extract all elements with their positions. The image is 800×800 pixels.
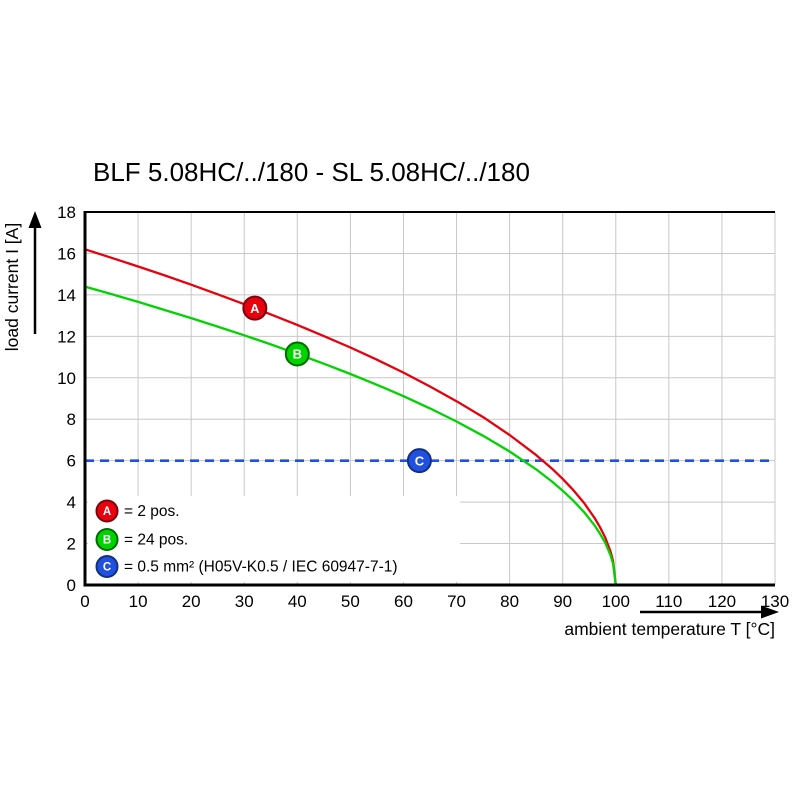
curve-marker-b-icon <box>284 341 310 367</box>
legend-item-a: A = 2 pos. <box>95 499 180 523</box>
x-tick-label: 130 <box>761 592 789 611</box>
x-tick-label: 0 <box>80 592 89 611</box>
legend-label-b: = 24 pos. <box>124 532 188 549</box>
x-tick-label: 20 <box>182 592 201 611</box>
curves <box>83 248 617 587</box>
curve-b <box>83 285 617 587</box>
curve-marker-c: C <box>406 448 432 474</box>
x-tick-label: 80 <box>500 592 519 611</box>
x-tick-label: 70 <box>447 592 466 611</box>
x-tick-label: 120 <box>708 592 736 611</box>
legend-item-c: C = 0.5 mm² (H05V-K0.5 / IEC 60947-7-1) <box>95 555 398 578</box>
curve-marker-a-icon <box>242 295 268 321</box>
curve-marker-b: B <box>284 341 310 367</box>
legend: A = 2 pos. B = 24 pos. C = 0.5 mm² (H05V… <box>88 496 460 582</box>
legend-background <box>88 496 460 582</box>
legend-item-b: B = 24 pos. <box>95 528 188 551</box>
legend-label-c: = 0.5 mm² (H05V-K0.5 / IEC 60947-7-1) <box>124 559 398 576</box>
y-tick-label: 12 <box>57 327 76 346</box>
x-tick-label: 40 <box>288 592 307 611</box>
x-tick-label: 10 <box>129 592 148 611</box>
y-tick-label: 8 <box>67 410 76 429</box>
x-tick-label: 50 <box>341 592 360 611</box>
y-tick-label: 14 <box>57 286 76 305</box>
x-axis-decoration: ambient temperature T [°C] <box>564 605 779 639</box>
curve-markers: A B C <box>242 295 432 474</box>
legend-marker-b-icon <box>95 528 119 551</box>
legend-marker-c-icon <box>95 555 119 578</box>
x-tick-label: 60 <box>394 592 413 611</box>
x-tick-label: 100 <box>602 592 630 611</box>
curve-a <box>83 248 617 587</box>
x-tick-label: 110 <box>655 592 682 611</box>
curve-marker-b-letter: B <box>293 347 302 362</box>
x-tick-label: 90 <box>553 592 572 611</box>
y-tick-label: 18 <box>57 203 76 222</box>
curve-marker-c-letter: C <box>415 453 425 468</box>
x-axis-arrow-head-icon <box>761 605 779 619</box>
y-tick-label: 16 <box>57 244 76 263</box>
y-tick-labels: 0 2 4 6 8 10 12 14 16 18 <box>57 203 76 595</box>
legend-marker-c-letter: C <box>103 562 111 574</box>
curve-marker-a: A <box>242 295 268 321</box>
y-tick-label: 10 <box>57 369 76 388</box>
y-tick-label: 6 <box>67 452 76 471</box>
legend-label-a: = 2 pos. <box>124 503 180 520</box>
x-tick-label: 30 <box>235 592 254 611</box>
chart-title: BLF 5.08HC/../180 - SL 5.08HC/../180 <box>93 157 530 187</box>
y-tick-label: 0 <box>67 576 76 595</box>
y-tick-label: 4 <box>67 493 76 512</box>
x-tick-labels: 0 10 20 30 40 50 60 70 80 90 100 110 120 130 <box>80 592 789 611</box>
y-tick-label: 2 <box>67 535 76 554</box>
legend-marker-b-letter: B <box>103 535 111 547</box>
curve-marker-c-icon <box>406 448 432 474</box>
y-axis-label: load current I [A] <box>2 223 22 351</box>
legend-marker-a-icon <box>95 499 119 523</box>
axes <box>83 211 775 587</box>
curve-marker-a-letter: A <box>250 301 260 316</box>
y-axis-arrow-head-icon <box>28 211 42 228</box>
y-axis-decoration: load current I [A] <box>2 211 42 351</box>
legend-marker-a-letter: A <box>103 506 111 518</box>
x-axis-label: ambient temperature T [°C] <box>564 619 775 639</box>
